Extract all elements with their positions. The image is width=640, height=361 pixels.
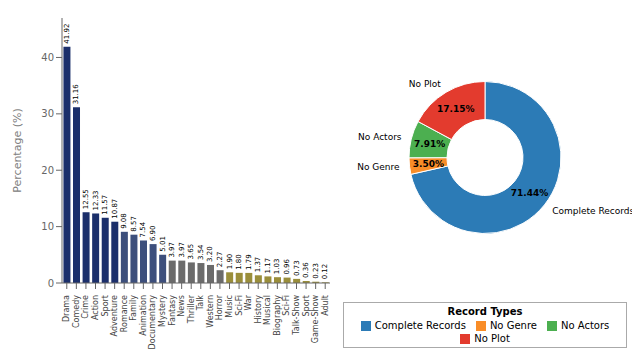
svg-text:Romance: Romance [120,295,129,332]
svg-text:5.01: 5.01 [159,236,167,252]
svg-text:Sport: Sport [302,295,311,316]
html-text:No Actors: No Actors [560,320,610,331]
svg-text:Family: Family [129,295,138,321]
svg-text:3.54: 3.54 [197,244,205,260]
svg-text:Complete Records: Complete Records [552,206,632,216]
svg-text:11.57: 11.57 [101,195,109,215]
svg-text:1.80: 1.80 [235,254,243,270]
svg-text:3.20: 3.20 [206,246,214,262]
svg-text:No Actors: No Actors [358,132,402,142]
svg-text:Adult: Adult [321,295,330,316]
svg-text:Comedy: Comedy [72,295,81,328]
svg-text:Sci-Fi: Sci-Fi [282,295,291,316]
svg-text:7.54: 7.54 [139,221,147,237]
svg-text:Thriller: Thriller [187,294,196,324]
html-text:No Plot: No Plot [474,333,510,344]
svg-text:20: 20 [41,165,54,176]
svg-text:31.16: 31.16 [72,84,80,105]
svg-text:Talk-Show: Talk-Show [292,295,301,336]
html-text:Complete Records: Complete Records [374,320,466,331]
svg-text:3.50%: 3.50% [413,159,444,169]
svg-text:40: 40 [41,52,54,63]
svg-text:0.36: 0.36 [302,262,310,278]
svg-text:9.08: 9.08 [120,213,128,229]
svg-text:1.37: 1.37 [254,257,262,273]
svg-text:Music: Music [225,295,234,318]
html-text:No Genre: No Genre [489,320,537,331]
svg-text:17.15%: 17.15% [437,104,475,114]
svg-text:Drama: Drama [62,295,71,322]
svg-text:12.33: 12.33 [92,190,100,210]
svg-text:2.27: 2.27 [216,252,224,268]
svg-text:Percentage (%): Percentage (%) [11,108,24,192]
svg-text:Action: Action [91,295,100,320]
svg-text:Sport: Sport [101,295,110,316]
svg-text:News: News [177,295,186,317]
svg-text:Crime: Crime [81,295,90,319]
svg-text:0.23: 0.23 [312,263,320,279]
svg-text:71.44%: 71.44% [511,188,549,198]
svg-text:War: War [244,294,253,310]
svg-text:Horror: Horror [215,294,224,320]
html-text:Record Types: Record Types [447,306,523,317]
svg-text:10.87: 10.87 [111,199,119,219]
svg-text:10: 10 [41,221,54,232]
svg-text:7.91%: 7.91% [414,139,445,149]
svg-text:1.90: 1.90 [226,254,234,270]
svg-text:Animation: Animation [139,295,148,336]
svg-text:Talk: Talk [196,295,205,312]
svg-text:1.03: 1.03 [273,259,281,275]
svg-text:12.55: 12.55 [82,189,90,209]
svg-text:Documentary: Documentary [148,295,157,350]
svg-text:0.12: 0.12 [321,264,329,280]
svg-text:8.57: 8.57 [130,216,138,232]
svg-text:No Plot: No Plot [409,79,442,89]
svg-text:Sci-Fi: Sci-Fi [235,295,244,316]
svg-text:Game-Show: Game-Show [311,295,320,344]
svg-text:Western: Western [206,295,215,328]
svg-text:History: History [254,295,263,324]
svg-text:1.79: 1.79 [245,254,253,270]
svg-text:Musical: Musical [263,295,272,325]
svg-text:6.90: 6.90 [149,226,157,242]
svg-text:Fantasy: Fantasy [168,295,177,326]
svg-text:Biography: Biography [273,295,282,336]
svg-text:Mystery: Mystery [158,295,167,327]
svg-text:No Genre: No Genre [357,162,400,172]
svg-text:3.97: 3.97 [168,242,176,258]
svg-text:3.97: 3.97 [178,242,186,258]
svg-text:0.73: 0.73 [293,260,301,276]
svg-text:0: 0 [48,278,54,289]
svg-text:41.92: 41.92 [63,24,71,44]
svg-text:0.96: 0.96 [283,258,291,274]
svg-text:30: 30 [41,108,54,119]
svg-text:1.17: 1.17 [264,258,272,274]
svg-text:Adventure: Adventure [110,295,119,336]
svg-text:3.65: 3.65 [187,244,195,260]
